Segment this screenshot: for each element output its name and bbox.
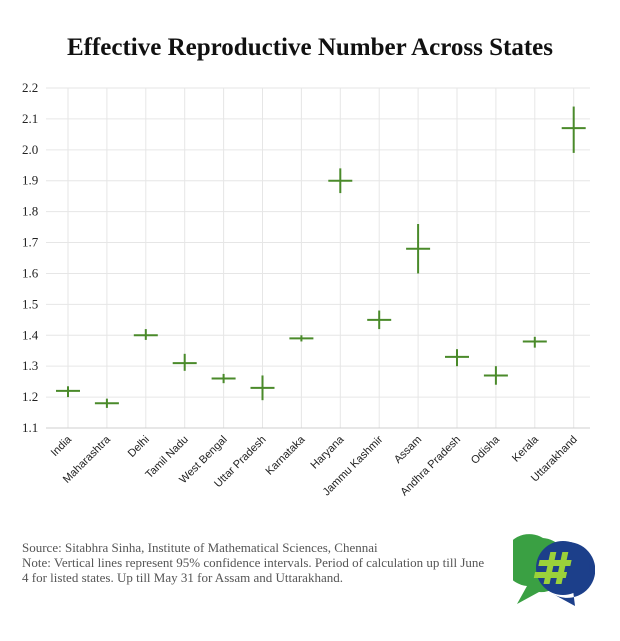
y-tick-label: 2.2 <box>22 80 38 95</box>
data-point-jammu-kashmir <box>367 310 392 330</box>
y-tick-label: 1.2 <box>22 389 38 404</box>
x-tick-label: Haryana <box>309 433 348 472</box>
data-marks <box>56 106 586 408</box>
x-tick-label: Karnataka <box>264 433 309 478</box>
data-point-odisha <box>483 366 508 385</box>
y-tick-label: 1.9 <box>22 173 38 188</box>
x-tick-label: India <box>49 433 75 459</box>
x-tick-label: Assam <box>392 434 424 466</box>
source-text: Source: Sitabhra Sinha, Institute of Mat… <box>22 540 378 555</box>
footer: Source: Sitabhra Sinha, Institute of Mat… <box>22 540 492 585</box>
hash-icon <box>533 552 572 584</box>
data-point-uttarakhand <box>561 106 586 153</box>
y-tick-label: 2.0 <box>22 142 38 157</box>
y-tick-label: 1.5 <box>22 296 38 311</box>
data-point-karnataka <box>289 335 314 342</box>
data-point-kerala <box>522 336 547 348</box>
data-point-west-bengal <box>211 373 236 384</box>
data-point-andhra-pradesh <box>445 349 469 367</box>
brand-logo <box>513 534 595 606</box>
x-tick-label: Delhi <box>126 434 152 460</box>
y-tick-label: 2.1 <box>22 111 38 126</box>
y-tick-labels: 1.1 1.2 1.3 1.4 1.5 1.6 1.7 1.8 1.9 2.0 2.1 2.2 <box>22 80 39 435</box>
y-tick-label: 1.4 <box>22 327 39 342</box>
y-tick-label: 1.8 <box>22 204 38 219</box>
data-point-haryana <box>328 168 353 194</box>
x-tick-label: Odisha <box>469 433 503 467</box>
data-point-delhi <box>133 329 158 340</box>
data-point-uttar-pradesh <box>250 375 275 401</box>
chart-title: Effective Reproductive Number Across Sta… <box>66 34 554 61</box>
y-tick-label: 1.3 <box>22 358 38 373</box>
y-tick-label: 1.1 <box>22 420 38 435</box>
data-point-tamil-nadu <box>172 353 197 371</box>
note-text: Note: Vertical lines represent 95% confi… <box>22 555 485 585</box>
data-point-maharashtra <box>94 398 119 408</box>
grid-layer <box>46 87 590 429</box>
data-point-india <box>56 386 80 398</box>
y-tick-label: 1.7 <box>22 235 39 250</box>
y-tick-label: 1.6 <box>22 265 39 280</box>
x-tick-label: Kerala <box>510 433 542 465</box>
chart: 1.1 1.2 1.3 1.4 1.5 1.6 1.7 1.8 1.9 2.0 2.1 2.2 Ind… <box>22 80 590 498</box>
data-point-assam <box>406 224 431 274</box>
